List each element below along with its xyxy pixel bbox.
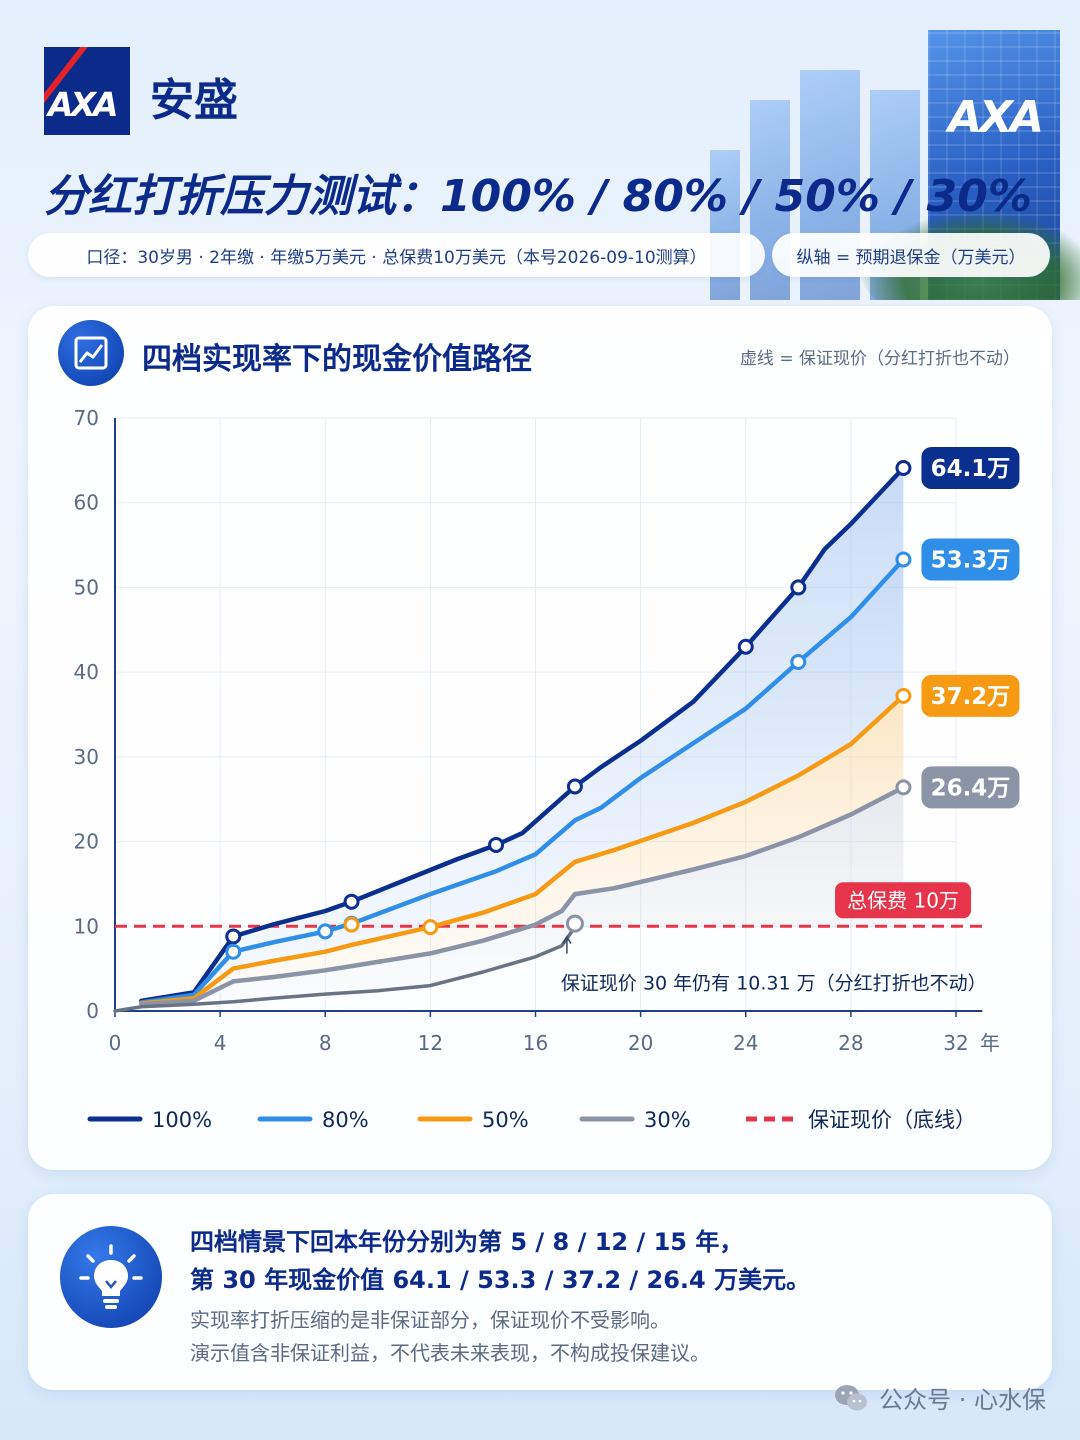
x-tick-label: 12: [418, 1031, 443, 1055]
axis-note-pill: 纵轴 = 预期退保金（万美元）: [772, 233, 1050, 277]
trend-chart-icon: [58, 320, 124, 386]
x-axis-unit: 年: [980, 1031, 1000, 1055]
footer: 公众号 · 心水保: [833, 1380, 1046, 1415]
chart-card: 四档实现率下的现金价值路径 虚线 = 保证现价（分红打折也不动） 0 10 20 30…: [28, 306, 1052, 1170]
end-value-label: 37.2万: [931, 684, 1011, 710]
end-value-label: 26.4万: [931, 775, 1011, 801]
series-line-5: [113, 925, 577, 1013]
axa-logo: AXA: [44, 47, 130, 135]
summary-line-2: 第 30 年现金价值 64.1 / 53.3 / 37.2 / 26.4 万美元…: [190, 1266, 811, 1294]
line-chart: 0 10 20 30 40 50 60 70 0 4 8 12 16 20 24 28 32 年 64.1万 53.…: [74, 406, 1020, 1132]
data-point-marker: [895, 551, 912, 568]
legend-label: 100%: [152, 1108, 212, 1132]
x-tick-label: 20: [628, 1031, 653, 1055]
legend-label: 保证现价（底线）: [808, 1108, 976, 1132]
data-point-marker: [317, 923, 334, 940]
data-point-marker: [737, 638, 754, 655]
series-line-3: [139, 693, 906, 1006]
end-label-badge: [921, 674, 1020, 717]
end-label-badge: [921, 538, 1020, 581]
data-point-marker: [895, 687, 912, 704]
x-tick-label: 24: [733, 1031, 758, 1055]
y-tick-label: 40: [74, 660, 99, 684]
summary-line-4: 演示值含非保证利益，不代表未来表现，不构成投保建议。: [190, 1341, 710, 1365]
end-value-label: 64.1万: [931, 456, 1011, 482]
end-label-badge: [921, 766, 1020, 809]
y-tick-label: 30: [74, 745, 99, 769]
guarantee-annotation: 保证现价 30 年仍有 10.31 万（分红打折也不动）: [561, 973, 987, 995]
premium-label-badge: [835, 882, 972, 919]
lightbulb-icon: [60, 1226, 162, 1328]
caliber-pill: 口径：30岁男 · 2年缴 · 年缴5万美元 · 总保费10万美元（本号2026…: [28, 233, 765, 277]
y-tick-label: 10: [74, 914, 99, 938]
end-label-badge: [921, 446, 1020, 489]
data-point-marker: [565, 914, 584, 933]
x-tick-label: 28: [838, 1031, 863, 1055]
y-tick-label: 60: [74, 491, 99, 515]
summary-line-1: 四档情景下回本年份分别为第 5 / 8 / 12 / 15 年，: [190, 1228, 744, 1256]
series-area-fill: [141, 695, 904, 1005]
wechat-icon: [835, 1384, 868, 1410]
data-point-marker: [488, 836, 505, 853]
data-point-marker: [225, 928, 242, 945]
building-logo: AXA: [948, 92, 1044, 143]
data-point-marker: [790, 579, 807, 596]
footer-text: 公众号 · 心水保: [879, 1386, 1046, 1414]
summary-line-3: 实现率打折压缩的是非保证部分，保证现价不受影响。: [190, 1308, 670, 1332]
series-line-2: [139, 557, 906, 1005]
y-tick-label: 50: [74, 575, 99, 599]
summary-card: 四档情景下回本年份分别为第 5 / 8 / 12 / 15 年， 第 30 年现…: [28, 1194, 1052, 1390]
x-tick-label: 4: [214, 1031, 227, 1055]
data-point-marker: [566, 778, 583, 795]
brand-name: 安盛: [150, 75, 238, 126]
series-area-fill: [141, 559, 904, 1004]
series-line-4: [139, 785, 906, 1007]
end-value-label: 53.3万: [931, 547, 1011, 573]
x-tick-label: 16: [523, 1031, 548, 1055]
page-title: 分红打折压力测试：100% / 80% / 50% / 30%: [44, 171, 1033, 222]
premium-label: 总保费 10万: [847, 888, 959, 912]
series-area-fill: [115, 787, 904, 1011]
data-point-marker: [225, 943, 242, 960]
data-point-marker: [895, 779, 912, 796]
legend-label: 30%: [644, 1108, 691, 1132]
annotation-arrowhead: [562, 935, 572, 945]
data-point-marker: [790, 653, 807, 670]
data-point-marker: [343, 916, 360, 933]
data-point-marker: [343, 893, 360, 910]
data-point-marker: [422, 919, 439, 936]
chart-heading: 四档实现率下的现金价值路径: [142, 342, 532, 377]
x-tick-label: 8: [319, 1031, 332, 1055]
legend-label: 50%: [482, 1108, 529, 1132]
y-tick-label: 70: [74, 406, 99, 430]
x-tick-label: 0: [109, 1031, 122, 1055]
data-point-marker: [895, 459, 912, 476]
y-tick-label: 0: [86, 999, 99, 1023]
y-tick-label: 20: [74, 830, 99, 854]
x-tick-label: 32: [943, 1031, 968, 1055]
dashed-line-note: 虚线 = 保证现价（分红打折也不动）: [739, 349, 1020, 369]
legend-label: 80%: [322, 1108, 369, 1132]
